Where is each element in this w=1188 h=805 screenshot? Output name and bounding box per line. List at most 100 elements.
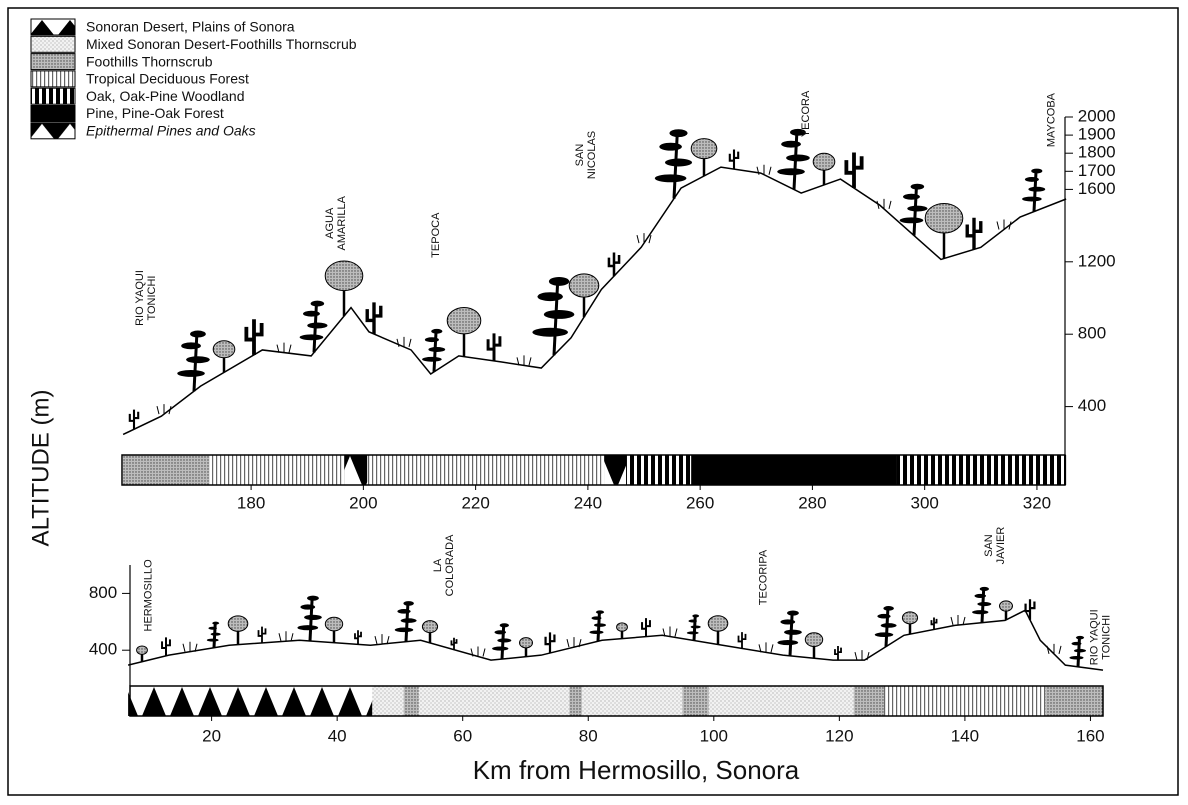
foliage — [403, 601, 414, 606]
crown — [422, 621, 437, 633]
foliage — [875, 632, 893, 637]
y-tick-label: 400 — [1078, 396, 1106, 415]
foliage — [207, 639, 219, 642]
place-label: HERMOSILLO — [143, 559, 155, 632]
x-tick-label: 180 — [237, 493, 265, 512]
crown — [805, 633, 822, 647]
profile-panel: 1802002202402602803003204008001200160017… — [122, 90, 1116, 512]
crown — [325, 617, 342, 631]
foliage — [594, 623, 606, 627]
foliage — [1031, 169, 1042, 174]
y-tick-label: 1800 — [1078, 143, 1116, 162]
legend-label: Foothills Thornscrub — [86, 53, 213, 69]
foliage — [1028, 187, 1045, 192]
foliage — [300, 334, 324, 340]
foliage — [669, 129, 687, 137]
place-label: MAYCOBA — [1045, 92, 1057, 147]
x-tick-label: 20 — [202, 726, 221, 745]
foliage — [395, 628, 413, 633]
foliage — [907, 206, 927, 212]
vegetation-band — [582, 686, 682, 716]
foliage — [687, 631, 699, 634]
cactus — [931, 618, 936, 630]
x-tick-label: 120 — [825, 726, 853, 745]
foliage — [297, 625, 318, 630]
legend-label: Sonoran Desert, Plains of Sonora — [86, 19, 295, 35]
vegetation-band — [691, 455, 896, 485]
y-tick-label: 800 — [1078, 324, 1106, 343]
y-tick-label: 2000 — [1078, 106, 1116, 125]
cactus — [967, 218, 981, 250]
y-tick-label: 1700 — [1078, 161, 1116, 180]
crown — [447, 307, 481, 333]
foliage — [877, 614, 890, 619]
foliage — [1022, 197, 1042, 202]
y-tick-label: 400 — [89, 640, 117, 659]
foliage — [544, 310, 575, 319]
place-label: TONICHI — [146, 275, 158, 320]
foliage — [881, 623, 897, 628]
crown — [520, 638, 533, 648]
crown — [1000, 601, 1013, 611]
legend-label: Pine, Pine-Oak Forest — [86, 105, 224, 121]
legend-label: Tropical Deciduous Forest — [86, 71, 249, 87]
place-label: YECORA — [800, 90, 812, 137]
foliage — [186, 356, 210, 363]
foliage — [532, 328, 568, 337]
place-label: SAN — [983, 534, 995, 557]
foliage — [311, 301, 324, 307]
vegetation-band — [123, 455, 209, 485]
place-label: SAN — [574, 144, 586, 167]
foliage — [786, 154, 810, 161]
vegetation-band — [884, 686, 1045, 716]
crown — [137, 646, 148, 654]
y-tick-label: 1200 — [1078, 251, 1116, 270]
cactus — [246, 319, 261, 355]
cactus — [130, 410, 138, 430]
x-tick-label: 140 — [951, 726, 979, 745]
foliage — [980, 587, 989, 591]
x-tick-label: 220 — [461, 493, 489, 512]
foliage — [1069, 656, 1083, 660]
vegetation-band — [854, 686, 884, 716]
foliage — [1071, 642, 1081, 646]
cactus — [367, 302, 381, 334]
x-tick-label: 160 — [1076, 726, 1104, 745]
cactus — [259, 627, 266, 643]
legend: Sonoran Desert, Plains of SonoraMixed So… — [31, 19, 357, 139]
foliage — [692, 614, 699, 617]
legend-label: Epithermal Pines and Oaks — [86, 123, 256, 139]
cactus — [642, 618, 650, 636]
place-label: TECORIPA — [757, 549, 769, 605]
foliage — [303, 311, 320, 317]
place-label: JAVIER — [995, 527, 1007, 565]
cactus — [1026, 599, 1035, 620]
x-tick-label: 300 — [910, 493, 938, 512]
y-tick-label: 1900 — [1078, 125, 1116, 144]
vegetation-band — [709, 686, 854, 716]
cactus — [162, 637, 170, 655]
crown — [708, 616, 728, 631]
foliage — [494, 630, 506, 634]
grass — [951, 615, 965, 625]
foliage — [777, 168, 805, 175]
legend-swatch — [31, 123, 75, 139]
cactus — [546, 632, 555, 653]
foliage — [665, 159, 692, 167]
foliage — [181, 342, 201, 349]
foliage — [591, 616, 601, 620]
terrain-profile — [128, 610, 1103, 670]
foliage — [900, 217, 924, 223]
foliage — [537, 292, 562, 301]
place-label: COLORADA — [444, 534, 456, 596]
place-label: RIO YAQUI — [1088, 609, 1100, 665]
legend-swatch — [31, 19, 75, 35]
foliage — [1076, 636, 1084, 640]
grass — [279, 631, 293, 641]
foliage — [431, 329, 442, 334]
crown — [325, 261, 363, 291]
crown — [925, 203, 963, 233]
foliage — [883, 606, 894, 611]
